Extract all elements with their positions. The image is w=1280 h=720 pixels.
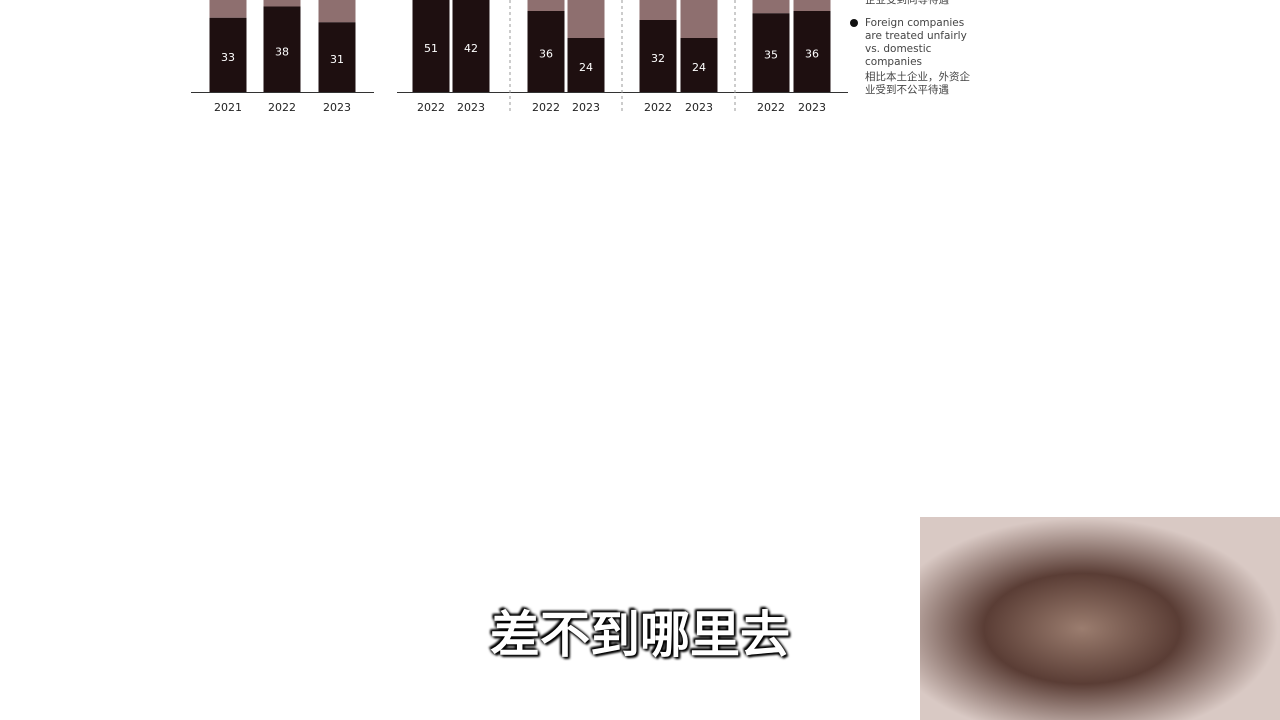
bar bbox=[412, 0, 450, 92]
x-tick-label: 2022 bbox=[644, 101, 672, 114]
bar bbox=[567, 38, 605, 92]
bar-rest bbox=[527, 0, 565, 11]
x-tick-label: 2023 bbox=[457, 101, 485, 114]
value-label: 38 bbox=[275, 45, 289, 58]
value-label: 36 bbox=[539, 48, 553, 61]
bar-rest bbox=[263, 0, 301, 7]
webcam-video bbox=[920, 517, 1280, 720]
x-tick-label: 2023 bbox=[572, 101, 600, 114]
bar-rest bbox=[680, 0, 718, 38]
chart: 33 2021 38 2022 31 2023 51 2022 42 2023 36 2022 24 20… bbox=[191, 0, 848, 114]
bar bbox=[263, 6, 301, 92]
value-label: 33 bbox=[221, 51, 235, 64]
legend-label: Foreign companies are treated unfairly v… bbox=[865, 17, 967, 68]
bar bbox=[793, 11, 831, 92]
bar bbox=[318, 22, 356, 92]
value-label: 24 bbox=[579, 61, 593, 74]
x-tick-label: 2022 bbox=[417, 101, 445, 114]
x-tick-label: 2022 bbox=[268, 101, 296, 114]
bar-rest bbox=[567, 0, 605, 38]
legend-prev: 企业受到同等待遇 bbox=[865, 0, 949, 6]
bar bbox=[452, 0, 490, 92]
bar-rest bbox=[752, 0, 790, 14]
bar bbox=[527, 11, 565, 92]
value-label: 51 bbox=[424, 42, 438, 55]
x-tick-label: 2022 bbox=[757, 101, 785, 114]
x-tick-label: 2021 bbox=[214, 101, 242, 114]
x-tick-label: 2022 bbox=[532, 101, 560, 114]
legend-marker bbox=[850, 19, 858, 27]
subtitle-caption: 差不到哪里去 bbox=[490, 606, 790, 664]
bar-rest bbox=[318, 0, 356, 23]
value-label: 32 bbox=[651, 52, 665, 65]
value-label: 35 bbox=[764, 49, 778, 62]
value-label: 42 bbox=[464, 42, 478, 55]
bar bbox=[639, 20, 677, 92]
bar bbox=[680, 38, 718, 92]
value-label: 31 bbox=[330, 53, 344, 66]
bar bbox=[752, 13, 790, 92]
bar-rest bbox=[209, 0, 247, 18]
bar-rest bbox=[639, 0, 677, 20]
x-tick-label: 2023 bbox=[685, 101, 713, 114]
bar bbox=[209, 17, 247, 92]
value-label: 36 bbox=[805, 48, 819, 61]
bar-rest bbox=[793, 0, 831, 11]
legend-label-zh: 相比本土企业，外资企业受到不公平待遇 bbox=[865, 71, 970, 96]
legend: 企业受到同等待遇 Foreign companies are treated u… bbox=[850, 0, 970, 97]
x-tick-label: 2023 bbox=[323, 101, 351, 114]
value-label: 24 bbox=[692, 61, 706, 74]
x-tick-label: 2023 bbox=[798, 101, 826, 114]
